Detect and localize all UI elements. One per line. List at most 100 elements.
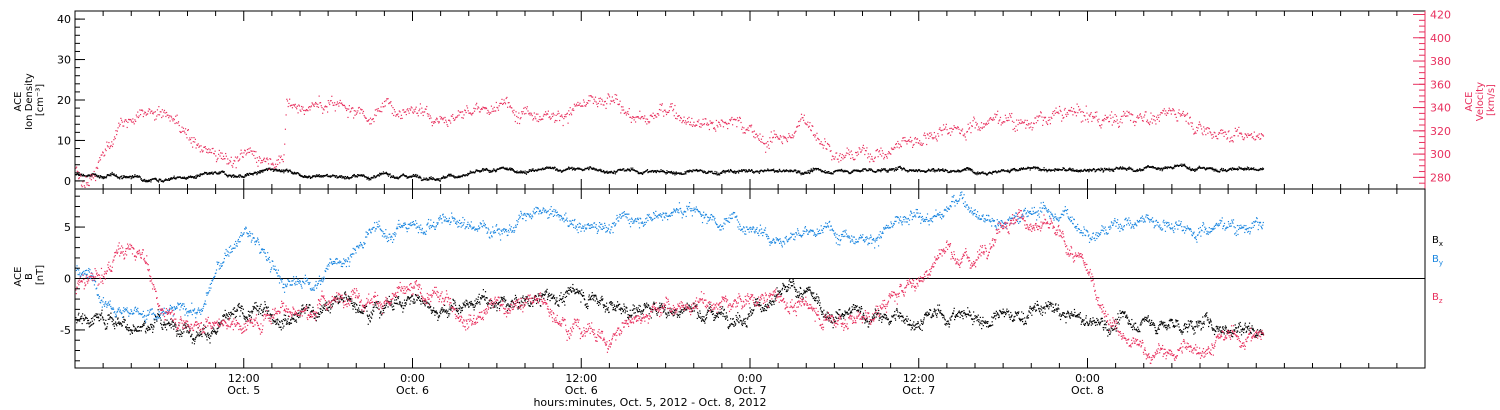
velocity-point [721, 119, 723, 121]
velocity-point [105, 149, 107, 152]
density-point [1157, 167, 1159, 169]
velocity-point [455, 116, 457, 118]
density-point [837, 170, 839, 172]
density-point [795, 169, 797, 171]
velocity-point [452, 113, 454, 116]
density-point [363, 174, 365, 176]
bx-point [147, 325, 149, 327]
density-point [262, 170, 264, 172]
velocity-point [717, 121, 720, 123]
velocity-point [313, 105, 315, 107]
density-point [688, 170, 690, 172]
velocity-point [211, 148, 213, 150]
velocity-point [147, 110, 149, 112]
velocity-point [1098, 118, 1100, 120]
velocity-point [101, 154, 103, 156]
velocity-point [254, 157, 256, 159]
density-point [326, 174, 328, 176]
density-point [471, 171, 473, 173]
density-point [469, 170, 471, 172]
velocity-point [476, 102, 478, 104]
bx-point [157, 309, 159, 311]
density-point [830, 172, 832, 174]
density-point [1221, 170, 1224, 172]
velocity-point [1204, 128, 1206, 130]
velocity-point [182, 127, 185, 129]
density-point [840, 168, 843, 171]
velocity-point [862, 144, 864, 146]
velocity-point [762, 142, 765, 144]
velocity-point [1146, 119, 1149, 121]
velocity-point [1110, 111, 1113, 113]
velocity-point [256, 157, 258, 159]
density-point [691, 171, 693, 173]
density-point [1174, 164, 1176, 166]
bx-point [130, 330, 132, 332]
density-point [244, 174, 246, 177]
velocity-point [435, 117, 438, 119]
velocity-point [225, 155, 227, 157]
density-point [491, 171, 493, 173]
density-point [481, 169, 483, 171]
velocity-point [1244, 133, 1246, 135]
density-point [441, 177, 443, 179]
density-point [915, 169, 917, 171]
velocity-point [84, 186, 86, 188]
density-point [628, 168, 630, 170]
velocity-point [827, 143, 829, 145]
density-point [767, 169, 769, 171]
velocity-point [1070, 106, 1073, 109]
velocity-point [1208, 127, 1210, 129]
velocity-point [1114, 114, 1116, 116]
velocity-point [967, 123, 969, 125]
density-point [884, 169, 886, 171]
velocity-point [959, 132, 962, 135]
density-point [259, 170, 261, 172]
velocity-point [1097, 121, 1099, 123]
density-point [143, 179, 145, 181]
velocity-point [1084, 119, 1087, 121]
velocity-point [1068, 110, 1070, 112]
velocity-point [440, 118, 442, 120]
velocity-point [964, 136, 966, 138]
density-point [891, 168, 893, 170]
velocity-point [412, 112, 414, 114]
bx-point [135, 329, 137, 331]
density-point [1069, 169, 1071, 171]
velocity-point [396, 114, 398, 116]
velocity-point [116, 133, 118, 136]
bx-point [176, 333, 178, 335]
velocity-point [534, 116, 536, 118]
density-point [318, 174, 320, 176]
density-point [853, 170, 855, 172]
velocity-point [915, 141, 917, 144]
density-point [1161, 168, 1163, 170]
velocity-point [602, 104, 604, 106]
velocity-point [844, 156, 846, 158]
bx-point [187, 332, 190, 334]
density-point [821, 171, 823, 173]
density-point [1108, 169, 1110, 171]
velocity-point [815, 139, 817, 141]
velocity-point [1011, 120, 1014, 122]
density-point [1124, 167, 1127, 170]
density-point [369, 178, 371, 180]
density-point [1113, 170, 1115, 173]
bx-point [153, 319, 155, 321]
bx-point [111, 318, 114, 320]
density-point [811, 171, 814, 173]
density-point [965, 168, 967, 171]
velocity-point [258, 156, 260, 158]
density-point [528, 169, 530, 171]
velocity-point [109, 147, 111, 149]
density-point [1070, 169, 1073, 171]
velocity-point [273, 167, 275, 169]
velocity-point [1002, 121, 1004, 123]
density-point [478, 170, 480, 172]
bx-point [132, 324, 134, 326]
velocity-point [597, 102, 599, 104]
density-point [1171, 167, 1173, 169]
density-point [900, 167, 902, 169]
velocity-point [612, 100, 614, 102]
density-point [907, 171, 909, 173]
